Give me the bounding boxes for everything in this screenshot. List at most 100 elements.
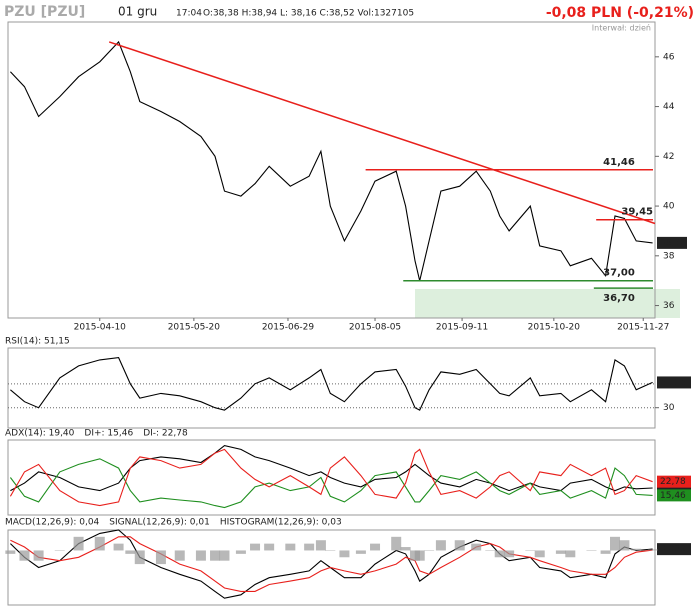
y-tick-label: 40 <box>663 202 675 212</box>
y-tick-label: 44 <box>663 102 675 112</box>
level-label: 36,70 <box>603 293 635 304</box>
end-label-box <box>657 376 691 389</box>
histogram-bar <box>619 540 630 551</box>
date: 01 gru <box>118 5 157 19</box>
histogram-bar <box>647 549 658 551</box>
y-tick-label: 30 <box>663 403 675 413</box>
end-label: 15,46 <box>660 491 686 501</box>
y-tick-label: 38 <box>663 251 675 261</box>
histogram-bar <box>586 550 597 551</box>
histogram-bar <box>5 550 16 554</box>
histogram-bar <box>400 547 411 551</box>
series-line <box>9 448 653 507</box>
histogram-bar <box>494 550 505 558</box>
series-line <box>9 40 653 281</box>
end-label-box <box>657 475 691 488</box>
level-label: 41,46 <box>603 157 635 168</box>
histogram-bar <box>424 550 435 551</box>
histogram-bar <box>210 550 221 561</box>
volume-shade <box>415 289 680 318</box>
histogram-bar <box>219 550 230 561</box>
panel-frame <box>7 529 656 606</box>
x-tick-label: 2015-08-05 <box>349 323 401 333</box>
histogram-bar <box>414 550 425 561</box>
histogram-bar <box>155 550 166 565</box>
legend-entry: DI-: 22,78 <box>143 429 188 439</box>
change: -0,08 PLN (-0,21%) <box>546 5 694 21</box>
histogram-bar <box>391 536 402 551</box>
panel-frame <box>7 439 656 516</box>
last-price-label: 38,52 <box>660 238 686 248</box>
y-tick-label: 36 <box>663 301 675 311</box>
histogram-bar <box>325 550 336 551</box>
quote: O:38,38 H:38,94 L: 38,16 C:38,52 Vol:132… <box>203 9 414 19</box>
histogram-bar <box>565 550 576 558</box>
histogram-bar <box>125 550 136 554</box>
histogram-bar <box>600 550 611 554</box>
histogram-bar <box>235 550 246 554</box>
y-tick-label: 42 <box>663 152 674 162</box>
histogram-bar <box>610 536 621 551</box>
x-tick-label: 2015-05-20 <box>168 323 221 333</box>
histogram-bar <box>73 536 84 551</box>
histogram-bar <box>174 550 185 561</box>
end-label: 22,78 <box>660 477 686 487</box>
histogram-bar <box>19 550 30 561</box>
trendline <box>108 41 656 225</box>
histogram-bar <box>355 550 366 554</box>
histogram-bar <box>454 540 465 551</box>
histogram-bar <box>631 548 642 551</box>
end-label-box <box>657 543 691 556</box>
series-line <box>10 536 653 592</box>
histogram-bar <box>471 543 482 551</box>
legend-entry: ADX(14): 19,40 <box>5 429 75 439</box>
symbol: PZU [PZU] <box>4 4 85 20</box>
histogram-bar <box>525 550 536 551</box>
series-line <box>10 529 653 599</box>
end-label: 0,039 <box>660 545 686 555</box>
histogram-bar <box>250 543 261 551</box>
end-label: 19,40 <box>660 484 686 494</box>
histogram-bar <box>555 550 566 554</box>
end-label: 51,15 <box>660 378 686 388</box>
legend-entry: RSI(14): 51,15 <box>5 337 70 347</box>
histogram-bar <box>54 550 65 551</box>
histogram-bar <box>315 540 326 551</box>
legend-entry: HISTOGRAM(12,26,9): 0,03 <box>220 518 342 528</box>
legend-entry: MACD(12,26,9): 0,04 <box>5 518 100 528</box>
time: 17:04 <box>176 9 202 19</box>
panel-frame <box>7 347 656 429</box>
histogram-bar <box>94 536 105 551</box>
histogram-bar <box>485 550 496 551</box>
x-tick-label: 2015-10-20 <box>528 323 581 333</box>
histogram-bar <box>504 550 515 558</box>
level-label: 37,00 <box>603 268 635 279</box>
series-line <box>9 458 653 509</box>
histogram-bar <box>285 543 296 551</box>
histogram-bar <box>134 550 145 565</box>
last-price-box <box>657 236 687 249</box>
legend-entry: SIGNAL(12,26,9): 0,01 <box>109 518 210 528</box>
interval: Interwał: dzień <box>592 24 651 33</box>
histogram-bar <box>339 550 350 558</box>
series-line <box>10 357 653 411</box>
histogram-bar <box>264 543 275 551</box>
histogram-bar <box>435 540 446 551</box>
histogram-bar <box>304 543 315 551</box>
x-tick-label: 2015-04-10 <box>74 323 127 333</box>
histogram-bar <box>33 550 44 561</box>
panel-frame <box>7 21 656 319</box>
histogram-bar <box>195 550 206 561</box>
histogram-bar <box>370 543 381 551</box>
end-label-box <box>657 489 691 502</box>
y-tick-label: 46 <box>663 52 675 62</box>
level-label: 39,45 <box>621 207 653 218</box>
histogram-bar <box>534 550 545 558</box>
x-tick-label: 2015-11-27 <box>617 323 669 333</box>
histogram-bar <box>113 543 124 551</box>
x-tick-label: 2015-06-29 <box>262 323 315 333</box>
series-line <box>10 445 653 492</box>
x-tick-label: 2015-09-11 <box>436 323 488 333</box>
legend-entry: DI+: 15,46 <box>84 429 133 439</box>
